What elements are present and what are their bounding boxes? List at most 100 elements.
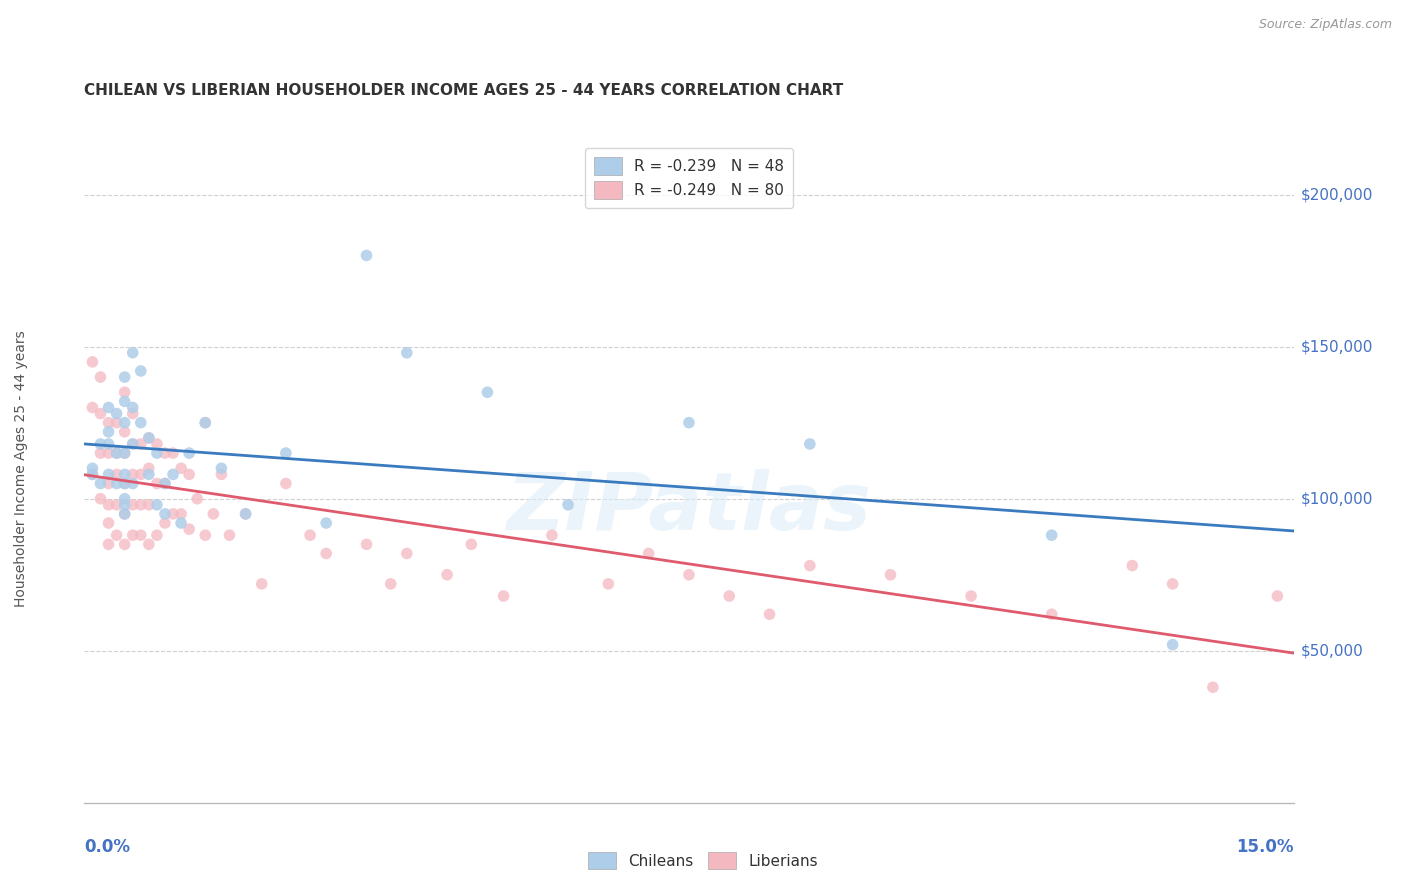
Text: $200,000: $200,000 xyxy=(1301,187,1372,202)
Point xyxy=(129,437,152,451)
Point xyxy=(162,507,184,521)
Point xyxy=(179,446,201,460)
Point xyxy=(179,467,201,482)
Text: Householder Income Ages 25 - 44 years: Householder Income Ages 25 - 44 years xyxy=(14,330,28,607)
Point xyxy=(315,546,337,560)
Point xyxy=(121,437,143,451)
Text: $150,000: $150,000 xyxy=(1301,339,1372,354)
Point xyxy=(153,516,176,530)
Point xyxy=(97,498,120,512)
Point xyxy=(129,364,152,378)
Point xyxy=(557,498,579,512)
Point xyxy=(170,516,193,530)
Point xyxy=(170,507,193,521)
Point xyxy=(89,476,111,491)
Point xyxy=(477,385,499,400)
Point xyxy=(146,446,169,460)
Point xyxy=(541,528,564,542)
Point xyxy=(114,416,136,430)
Point xyxy=(114,476,136,491)
Point xyxy=(153,476,176,491)
Point xyxy=(114,498,136,512)
Point xyxy=(395,345,418,359)
Point xyxy=(105,528,128,542)
Point xyxy=(129,498,152,512)
Point xyxy=(436,567,458,582)
Legend: Chileans, Liberians: Chileans, Liberians xyxy=(582,846,824,875)
Point xyxy=(121,345,143,359)
Point xyxy=(758,607,780,622)
Point xyxy=(460,537,482,551)
Point xyxy=(138,431,160,445)
Point xyxy=(218,528,240,542)
Point xyxy=(105,446,128,460)
Point xyxy=(209,467,232,482)
Point xyxy=(299,528,322,542)
Point xyxy=(121,476,143,491)
Point xyxy=(356,537,378,551)
Point xyxy=(97,467,120,482)
Point xyxy=(179,522,201,536)
Point xyxy=(97,516,120,530)
Text: ZIPatlas: ZIPatlas xyxy=(506,469,872,548)
Point xyxy=(138,498,160,512)
Point xyxy=(97,401,120,415)
Point xyxy=(105,446,128,460)
Point xyxy=(105,407,128,421)
Point xyxy=(194,528,217,542)
Point xyxy=(129,528,152,542)
Point xyxy=(121,401,143,415)
Point xyxy=(82,355,104,369)
Point xyxy=(146,437,169,451)
Point xyxy=(678,567,700,582)
Point xyxy=(138,461,160,475)
Point xyxy=(97,425,120,439)
Point xyxy=(146,528,169,542)
Point xyxy=(153,446,176,460)
Text: $100,000: $100,000 xyxy=(1301,491,1372,506)
Point xyxy=(129,416,152,430)
Point xyxy=(82,401,104,415)
Point xyxy=(82,467,104,482)
Point xyxy=(114,370,136,384)
Point xyxy=(89,370,111,384)
Point xyxy=(146,476,169,491)
Point xyxy=(395,546,418,560)
Point xyxy=(637,546,659,560)
Point xyxy=(1161,638,1184,652)
Point xyxy=(1161,577,1184,591)
Point xyxy=(114,446,136,460)
Point xyxy=(1267,589,1289,603)
Point xyxy=(799,558,821,573)
Point xyxy=(105,467,128,482)
Point xyxy=(1202,680,1225,694)
Point xyxy=(82,467,104,482)
Point xyxy=(121,498,143,512)
Point xyxy=(194,416,217,430)
Point xyxy=(235,507,257,521)
Point xyxy=(202,507,225,521)
Point xyxy=(114,491,136,506)
Point xyxy=(114,507,136,521)
Point xyxy=(879,567,901,582)
Point xyxy=(138,431,160,445)
Point xyxy=(380,577,402,591)
Point xyxy=(153,476,176,491)
Text: CHILEAN VS LIBERIAN HOUSEHOLDER INCOME AGES 25 - 44 YEARS CORRELATION CHART: CHILEAN VS LIBERIAN HOUSEHOLDER INCOME A… xyxy=(84,83,844,98)
Point xyxy=(162,467,184,482)
Point xyxy=(678,416,700,430)
Point xyxy=(356,248,378,262)
Point xyxy=(89,437,111,451)
Point xyxy=(1040,528,1063,542)
Point xyxy=(209,461,232,475)
Point xyxy=(114,385,136,400)
Point xyxy=(250,577,273,591)
Point xyxy=(97,437,120,451)
Point xyxy=(89,407,111,421)
Point xyxy=(114,446,136,460)
Point xyxy=(274,446,297,460)
Point xyxy=(121,528,143,542)
Point xyxy=(114,394,136,409)
Point xyxy=(146,498,169,512)
Text: Source: ZipAtlas.com: Source: ZipAtlas.com xyxy=(1258,18,1392,31)
